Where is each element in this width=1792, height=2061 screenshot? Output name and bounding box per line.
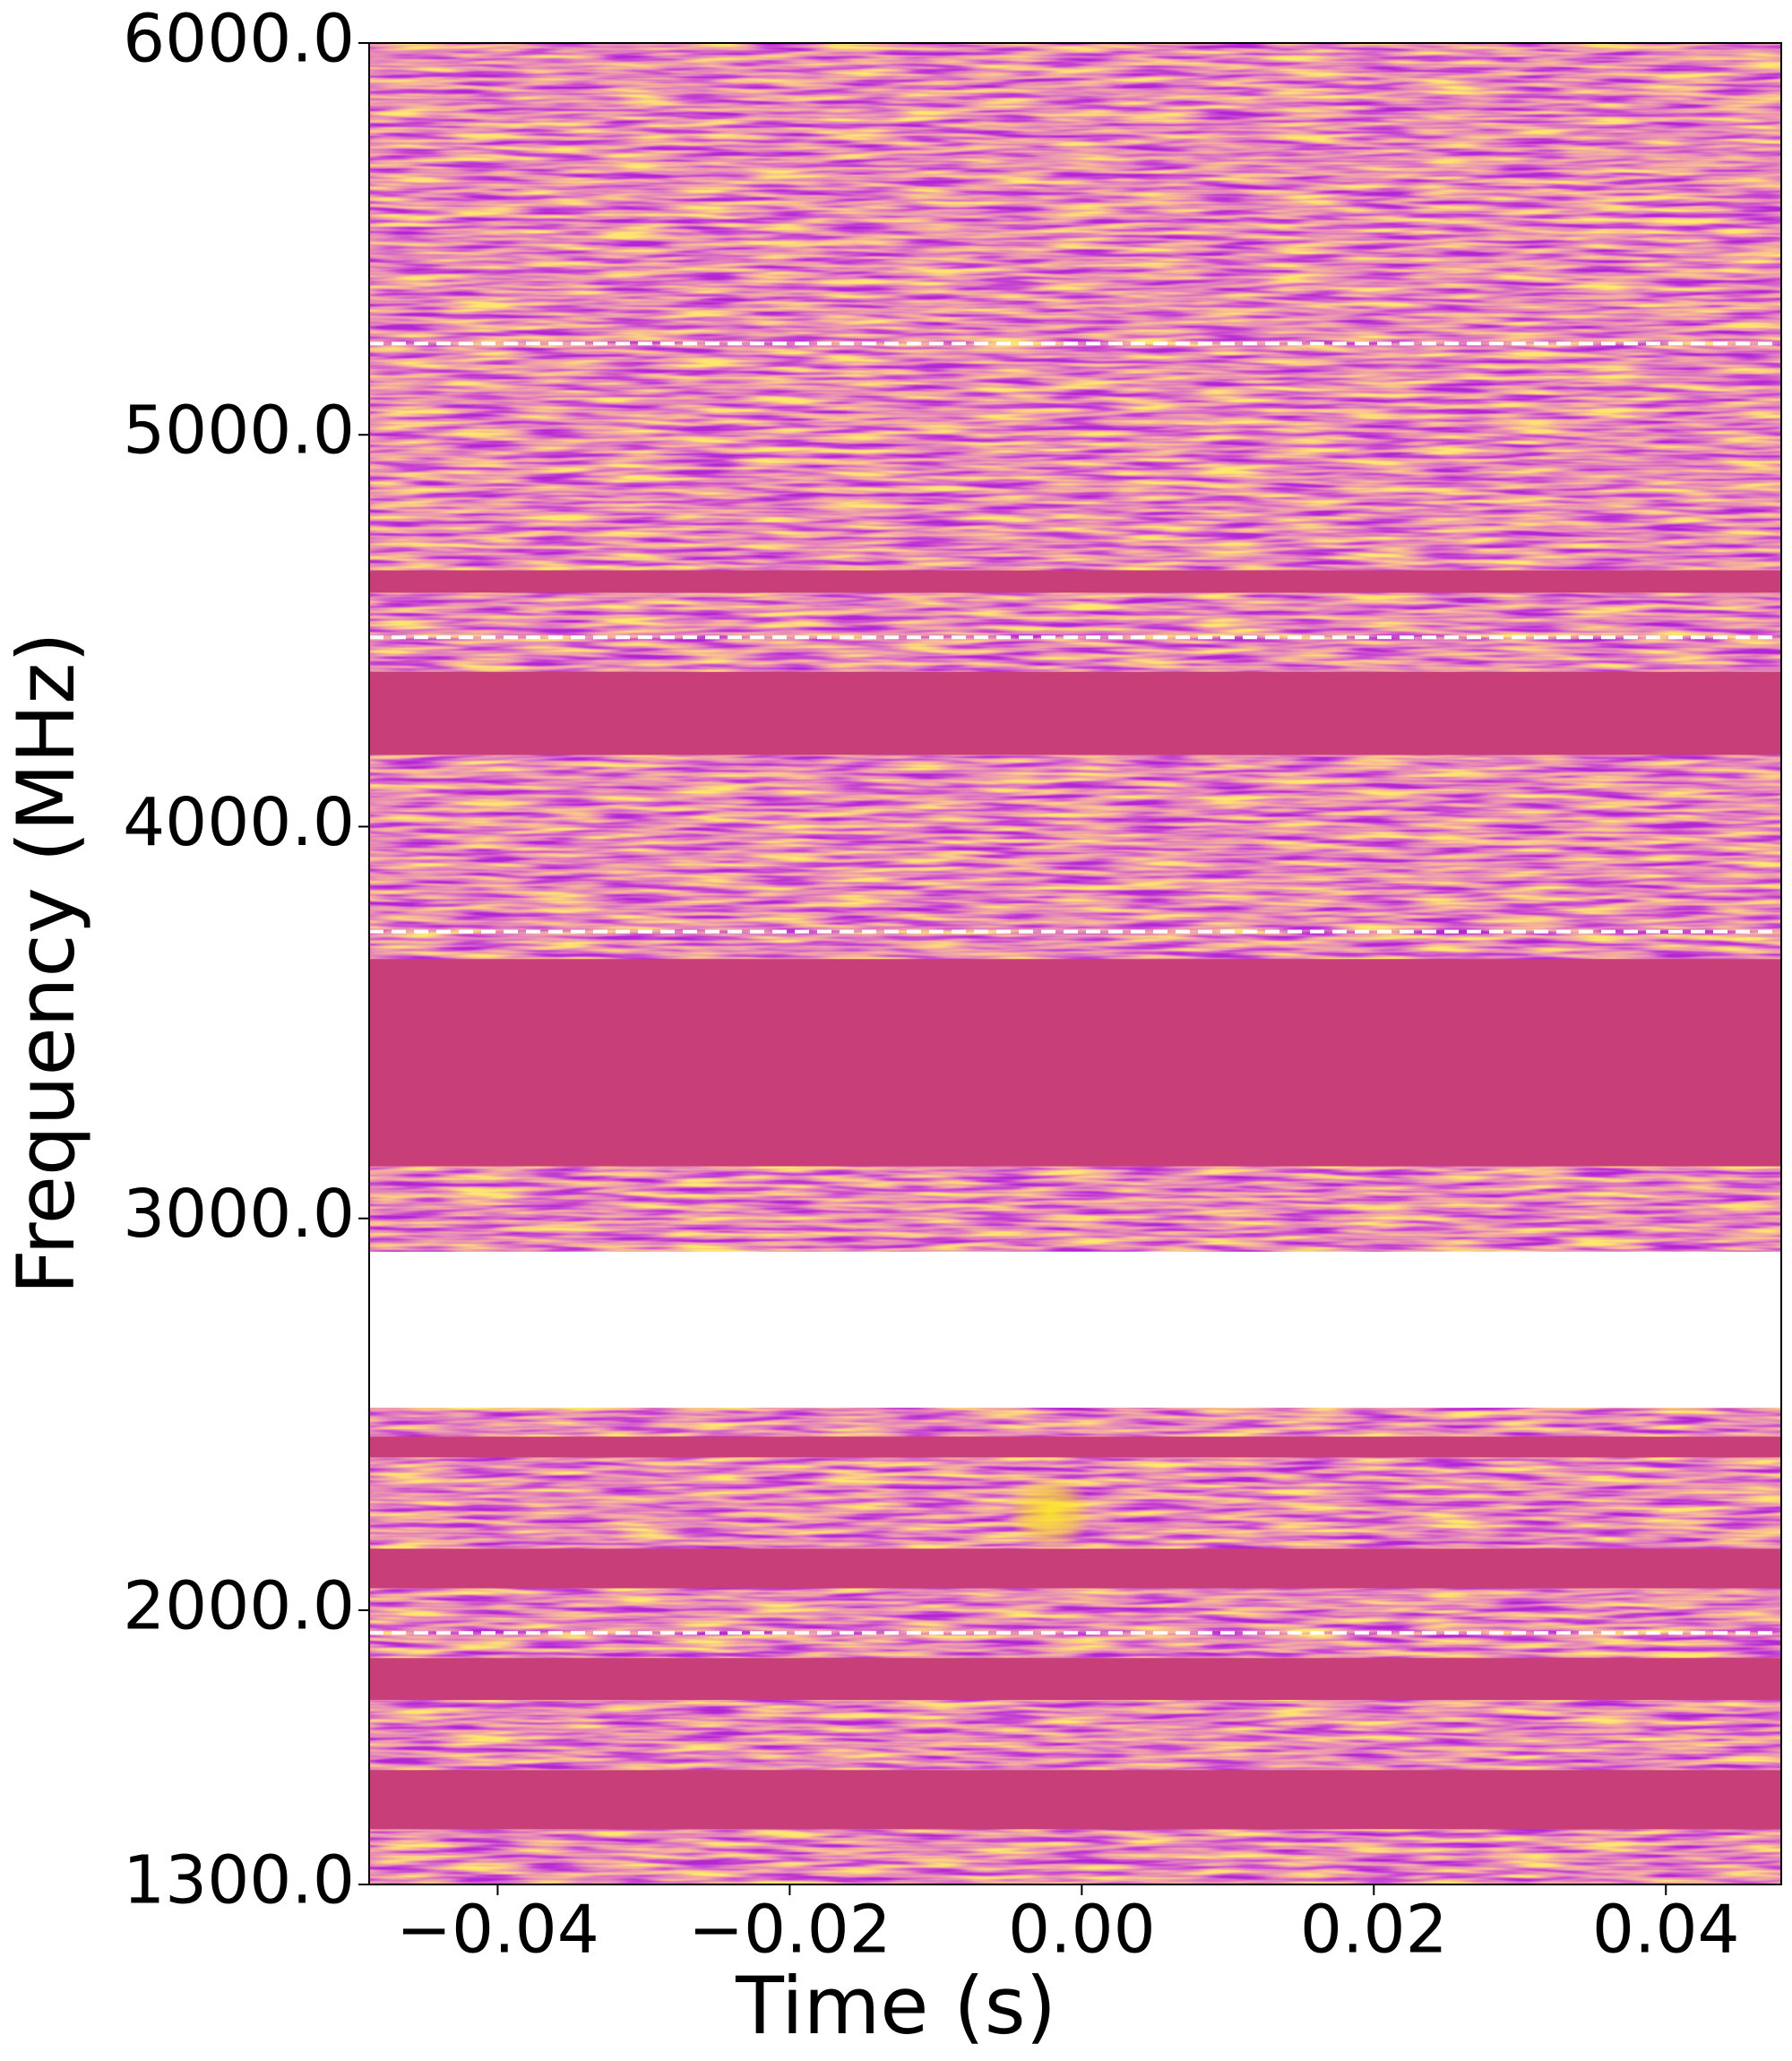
y-tick-label: 5000.0 <box>123 392 355 470</box>
x-axis-label: Time (s) <box>735 1960 1056 2052</box>
x-tick-label: 0.02 <box>1300 1892 1448 1969</box>
x-tick-label: 0.00 <box>1008 1892 1156 1969</box>
y-tick-label: 4000.0 <box>123 784 355 861</box>
y-axis-label: Frequency (MHz) <box>0 632 92 1295</box>
x-tick-label: −0.04 <box>396 1892 599 1969</box>
y-tick-label: 3000.0 <box>123 1176 355 1253</box>
masked-band <box>369 1436 1781 1458</box>
masked-band <box>369 959 1781 1167</box>
y-tick-label: 2000.0 <box>123 1567 355 1644</box>
masked-band <box>369 1658 1781 1701</box>
burst <box>1007 1475 1094 1549</box>
axes: 1300.0 2000.0 3000.0 4000.0 5000.0 6000.0 −0.0… <box>123 1 1782 1969</box>
masked-band <box>369 1770 1781 1830</box>
masked-band <box>369 671 1781 755</box>
x-tick-label: 0.04 <box>1592 1892 1740 1969</box>
plot-frame <box>368 42 1782 1885</box>
plot-area <box>369 43 1781 1884</box>
y-tick-label: 1300.0 <box>123 1842 355 1919</box>
y-tick-label: 6000.0 <box>123 1 355 78</box>
masked-band <box>369 570 1781 593</box>
missing-band <box>369 1251 1781 1408</box>
masked-band <box>369 1548 1781 1589</box>
x-tick-label: −0.02 <box>688 1892 892 1969</box>
